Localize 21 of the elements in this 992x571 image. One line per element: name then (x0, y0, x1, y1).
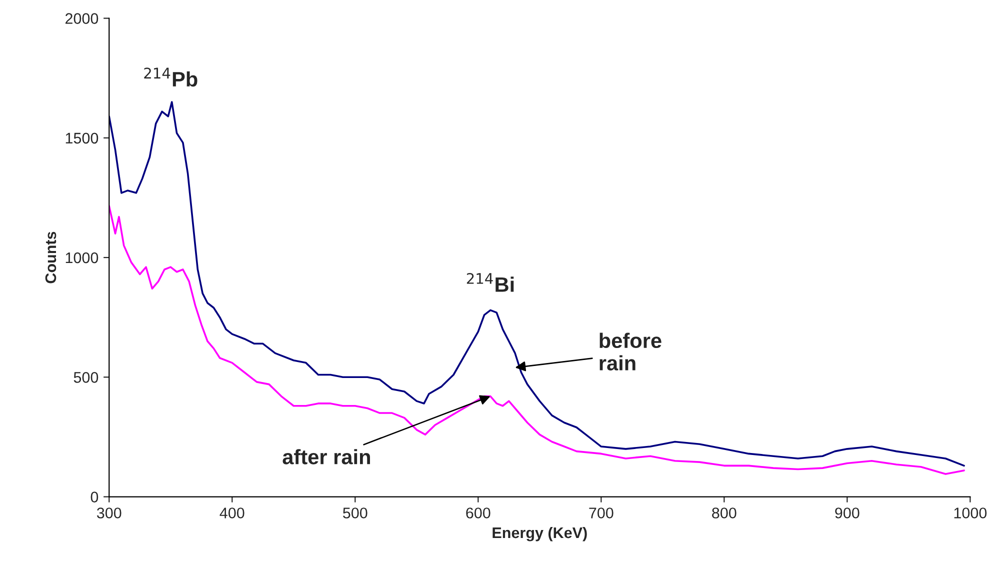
y-tick-label: 500 (74, 372, 98, 383)
x-tick-label: 400 (220, 508, 244, 518)
y-axis-title: Counts (45, 232, 56, 284)
x-tick-label: 300 (96, 508, 122, 518)
x-tick-label: 600 (466, 508, 490, 518)
y-tick-label: 1500 (66, 132, 98, 144)
x-tick-label: 1000 (954, 508, 987, 518)
annotation: after rain (282, 449, 370, 464)
y-tick-label: 2000 (65, 13, 98, 24)
x-tick-label: 700 (589, 508, 614, 518)
line-series (109, 205, 965, 475)
y-tick-label: 0 (90, 492, 98, 502)
annotation: $^{214}$Bi (466, 272, 514, 292)
x-axis-title: Energy (KeV) (492, 526, 587, 542)
annotation: before rain (600, 332, 662, 370)
line-series (109, 101, 965, 467)
y-tick-label: 1000 (66, 252, 98, 264)
x-tick-label: 500 (343, 508, 368, 518)
annotation: $^{214}$Pb (144, 68, 198, 87)
x-tick-label: 800 (712, 508, 736, 518)
x-tick-label: 900 (835, 508, 860, 518)
